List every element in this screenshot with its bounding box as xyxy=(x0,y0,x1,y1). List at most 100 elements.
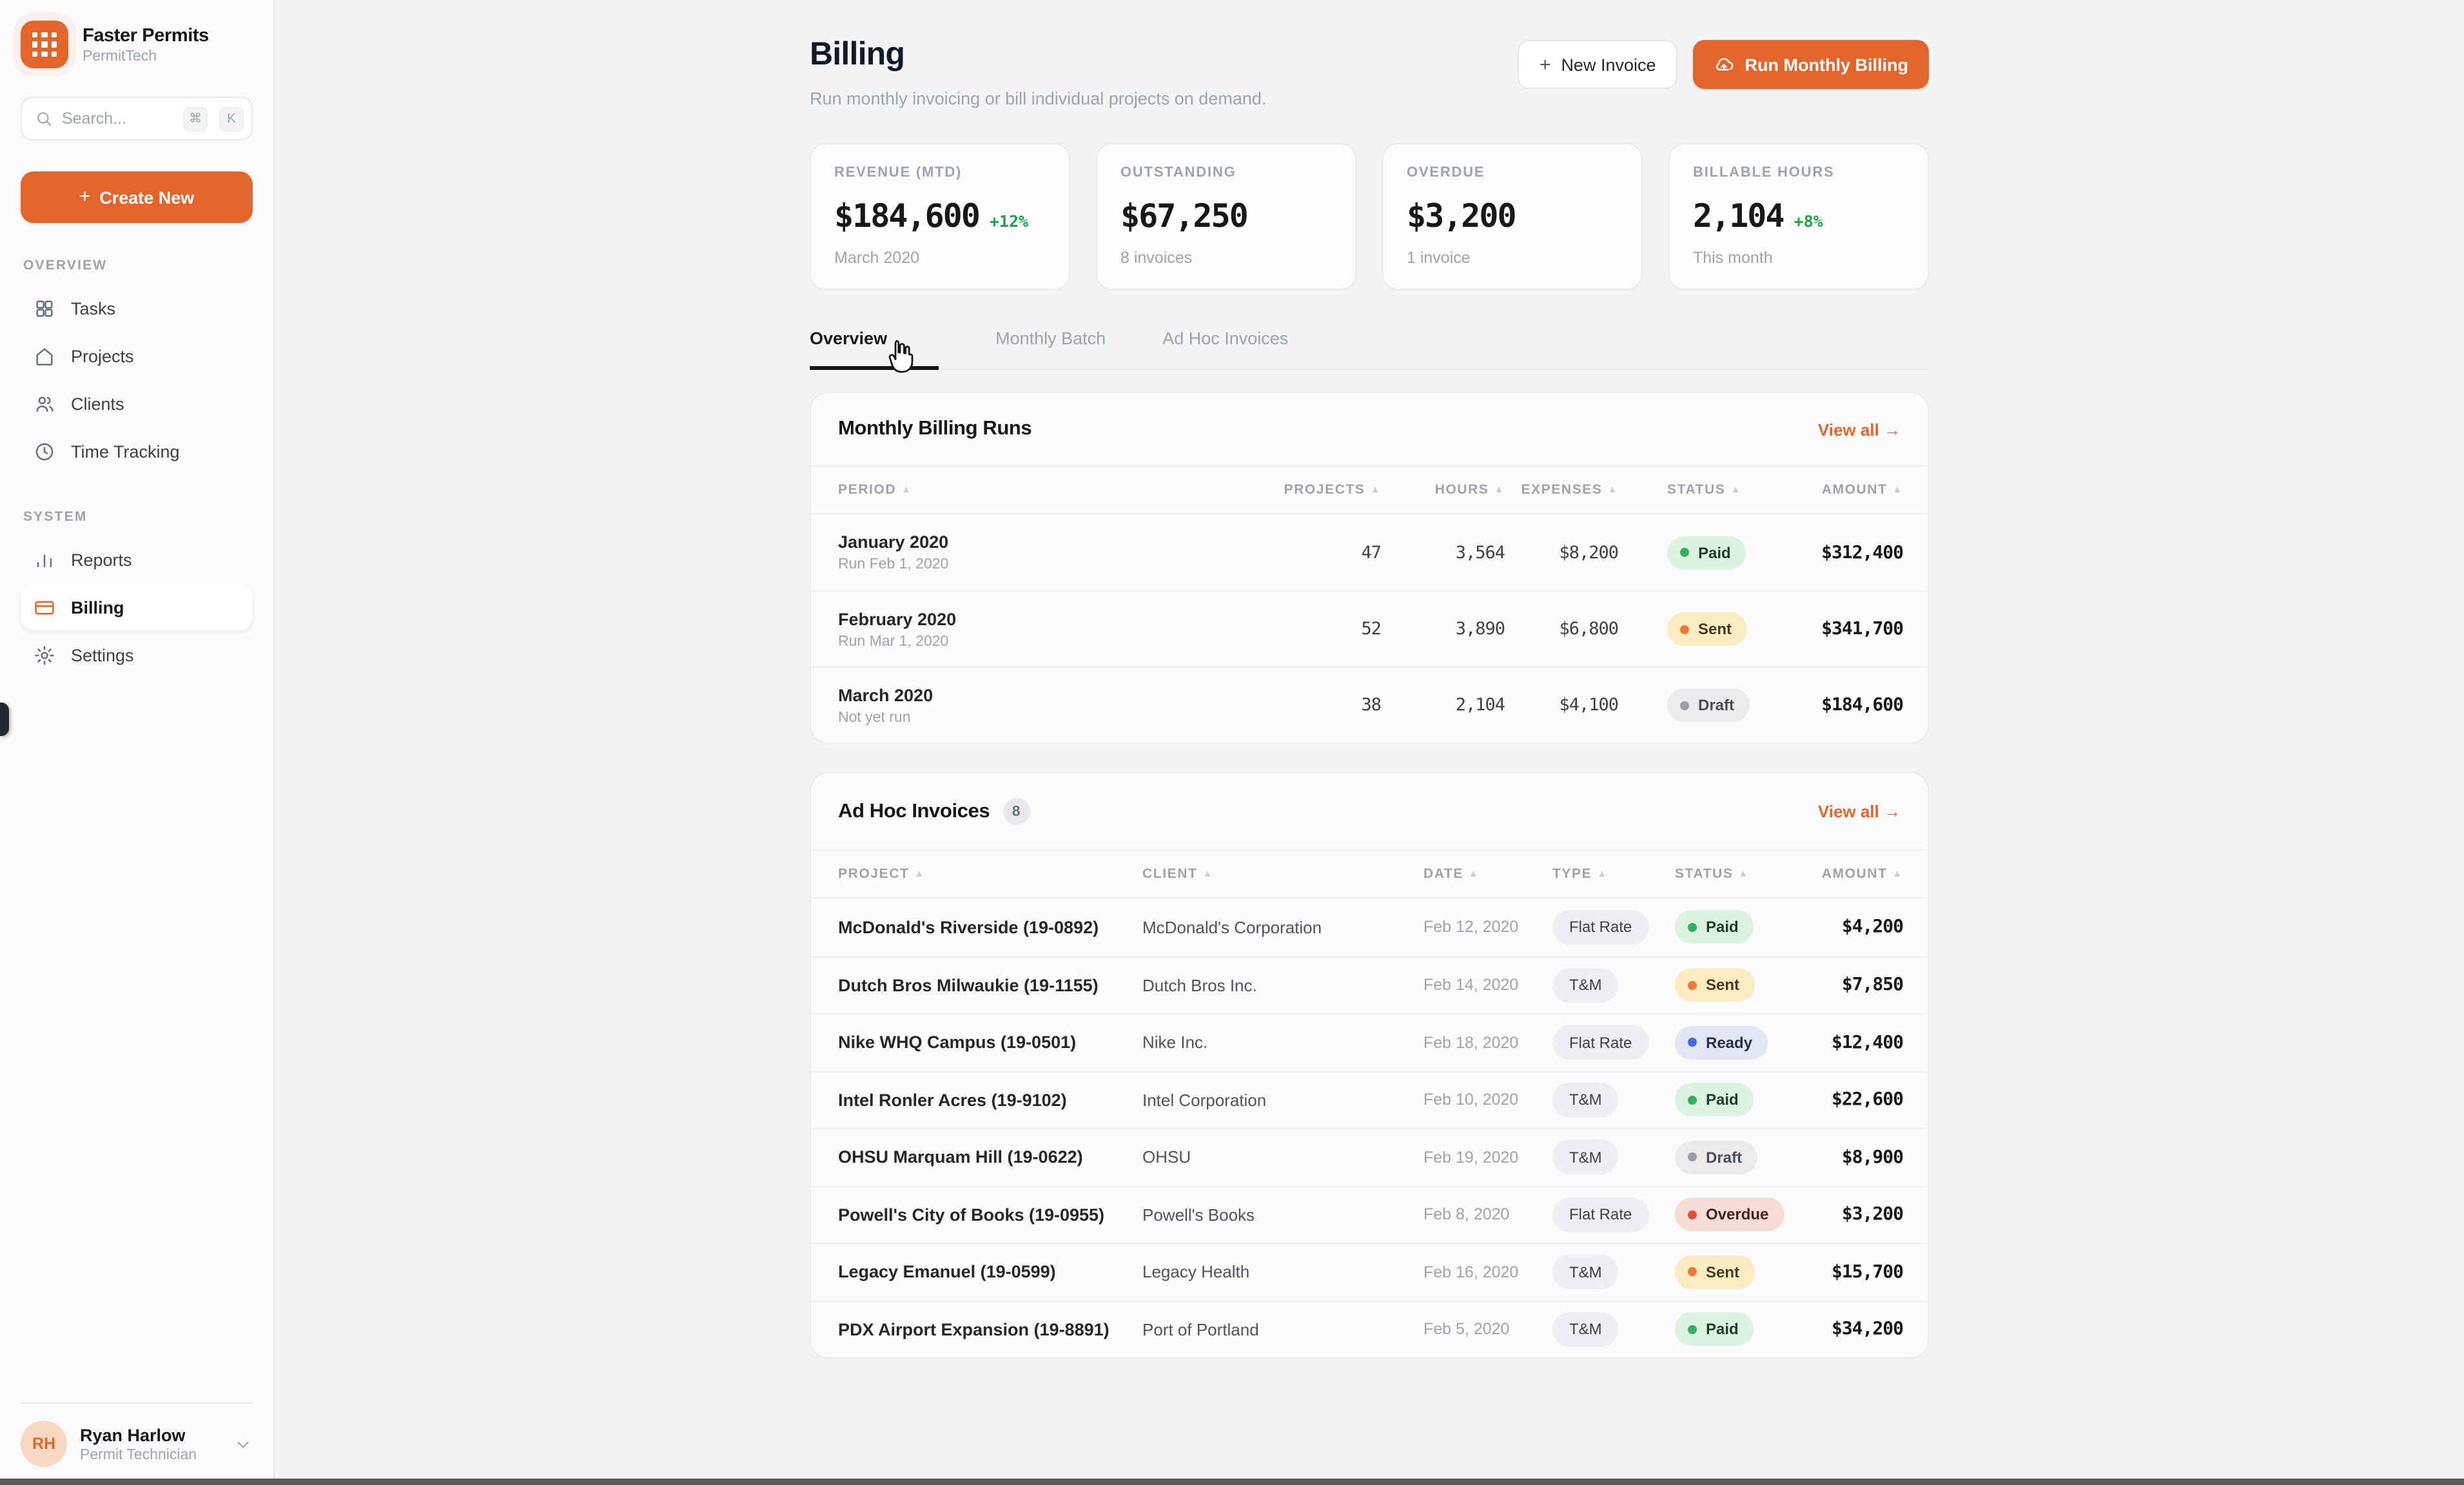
view-all-link[interactable]: View all → xyxy=(1817,420,1901,439)
grid-icon xyxy=(34,297,55,319)
expenses-cell: $6,800 xyxy=(1559,619,1619,639)
monthly-run-row[interactable]: February 2020 Run Mar 1, 2020 52 3,890 $6,80… xyxy=(811,590,1928,666)
sort-icon: ▲ xyxy=(1202,868,1213,879)
user-menu[interactable]: RH Ryan Harlow Permit Technician xyxy=(21,1402,253,1467)
sidebar-item-label: Settings xyxy=(71,645,134,665)
column-header-client[interactable]: CLIENT ▲ xyxy=(1142,866,1423,882)
adhoc-invoice-row[interactable]: Dutch Bros Milwaukie (19-1155) Dutch Bros… xyxy=(811,956,1928,1013)
adhoc-invoice-row[interactable]: Powell's City of Books (19-0955) Powell's… xyxy=(811,1185,1928,1243)
amount-cell: $312,400 xyxy=(1821,542,1904,563)
period-subtext: Run Mar 1, 2020 xyxy=(838,634,949,649)
column-header-type[interactable]: TYPE ▲ xyxy=(1552,866,1675,882)
run-monthly-billing-button[interactable]: Run Monthly Billing xyxy=(1693,40,1929,89)
sort-icon: ▲ xyxy=(1469,868,1480,879)
type-cell: T&M xyxy=(1552,1312,1675,1347)
adhoc-invoice-row[interactable]: OHSU Marquam Hill (19-0622) OHSU Feb 19, 2… xyxy=(811,1128,1928,1185)
column-header-projects[interactable]: PROJECTS ▲ xyxy=(1189,482,1381,498)
date-cell: Feb 16, 2020 xyxy=(1423,1263,1519,1281)
adhoc-invoice-row[interactable]: McDonald's Riverside (19-0892) McDonald's… xyxy=(811,898,1928,956)
amount-cell: $22,600 xyxy=(1831,1089,1904,1111)
stat-delta: +8% xyxy=(1794,211,1823,231)
create-new-label: Create New xyxy=(99,188,195,207)
column-header-amount[interactable]: AMOUNT ▲ xyxy=(1773,482,1903,498)
adhoc-invoice-row[interactable]: Legacy Emanuel (19-0599) Legacy Health Feb… xyxy=(811,1243,1928,1300)
column-header-status[interactable]: STATUS ▲ xyxy=(1618,482,1773,498)
column-header-date[interactable]: DATE ▲ xyxy=(1423,866,1552,882)
status-cell: Paid xyxy=(1675,1312,1819,1346)
search-box[interactable]: ⌘ K xyxy=(21,97,253,141)
monthly-run-row[interactable]: March 2020 Not yet run 38 2,104 $4,100 Draft $… xyxy=(811,666,1928,742)
clock-icon xyxy=(34,440,55,462)
sidebar-item-tasks[interactable]: Tasks xyxy=(21,285,253,331)
amount-cell: $15,700 xyxy=(1831,1261,1904,1283)
adhoc-invoice-row[interactable]: Nike WHQ Campus (19-0501) Nike Inc. Feb 18… xyxy=(811,1013,1928,1071)
tab-overview[interactable]: Overview xyxy=(810,329,939,370)
status-dot-icon xyxy=(1688,980,1697,990)
sidebar-item-settings[interactable]: Settings xyxy=(21,632,253,678)
column-header-expenses[interactable]: EXPENSES ▲ xyxy=(1505,482,1618,498)
section-title: Ad Hoc Invoices xyxy=(838,800,990,822)
period-cell: March 2020 Not yet run xyxy=(838,685,1189,725)
sort-icon: ▲ xyxy=(1607,483,1618,495)
stat-subtext: This month xyxy=(1693,249,1773,267)
status-cell: Sent xyxy=(1618,612,1773,646)
status-label: Paid xyxy=(1706,1091,1739,1109)
status-cell: Draft xyxy=(1675,1140,1819,1174)
amount-cell: $8,900 xyxy=(1841,1147,1904,1168)
type-cell: T&M xyxy=(1552,967,1675,1003)
sidebar-item-reports[interactable]: Reports xyxy=(21,536,253,583)
type-pill: T&M xyxy=(1552,1082,1619,1118)
sort-icon: ▲ xyxy=(901,483,912,495)
tab-monthly-batch[interactable]: Monthly Batch xyxy=(995,329,1106,348)
nav-section-label: OVERVIEW xyxy=(23,258,108,273)
sort-icon: ▲ xyxy=(1730,483,1741,495)
column-header-hours[interactable]: HOURS ▲ xyxy=(1381,482,1505,498)
hours-cell: 2,104 xyxy=(1455,695,1505,715)
client-cell: McDonald's Corporation xyxy=(1142,917,1322,937)
monthly-table-body: January 2020 Run Feb 1, 2020 47 3,564 $8,200… xyxy=(811,514,1928,742)
search-input[interactable] xyxy=(62,110,171,128)
status-badge: Draft xyxy=(1667,688,1750,722)
plus-icon: + xyxy=(1539,53,1551,75)
kbd-cmd: ⌘ xyxy=(183,106,208,131)
stat-label: OVERDUE xyxy=(1407,165,1485,180)
adhoc-invoice-row[interactable]: Intel Ronler Acres (19-9102) Intel Corpor… xyxy=(811,1071,1928,1128)
tab-ad-hoc-invoices[interactable]: Ad Hoc Invoices xyxy=(1162,329,1289,348)
kbd-k: K xyxy=(219,106,244,131)
status-badge: Paid xyxy=(1675,1083,1754,1117)
project-cell: Dutch Bros Milwaukie (19-1155) xyxy=(838,975,1099,995)
column-header-period[interactable]: PERIOD ▲ xyxy=(838,482,1189,498)
view-all-link[interactable]: View all → xyxy=(1817,802,1901,821)
user-role: Permit Technician xyxy=(80,1447,197,1462)
sidebar-item-time-tracking[interactable]: Time Tracking xyxy=(21,428,253,474)
stat-card-outstanding: OUTSTANDING $67,250 8 invoices xyxy=(1096,143,1356,290)
status-dot-icon xyxy=(1688,922,1697,932)
column-header-status[interactable]: STATUS ▲ xyxy=(1675,866,1819,882)
sort-icon: ▲ xyxy=(914,868,925,879)
date-cell: Feb 19, 2020 xyxy=(1423,1148,1519,1167)
column-header-amount[interactable]: AMOUNT ▲ xyxy=(1819,866,1903,882)
create-new-button[interactable]: + Create New xyxy=(21,171,253,223)
stat-value: $67,250 xyxy=(1120,197,1249,235)
monthly-table-header: PERIOD ▲ PROJECTS ▲ HOURS ▲ EXPENSES ▲ STATUS ▲ AM… xyxy=(811,467,1928,514)
chevron-down-icon[interactable] xyxy=(233,1434,253,1453)
adhoc-invoice-row[interactable]: PDX Airport Expansion (19-8891) Port of P… xyxy=(811,1300,1928,1357)
users-icon xyxy=(34,393,55,414)
sidebar-item-clients[interactable]: Clients xyxy=(21,380,253,427)
monthly-run-row[interactable]: January 2020 Run Feb 1, 2020 47 3,564 $8,200… xyxy=(811,514,1928,590)
new-invoice-button[interactable]: + New Invoice xyxy=(1517,40,1678,89)
type-cell: Flat Rate xyxy=(1552,909,1675,945)
status-label: Paid xyxy=(1706,1320,1739,1339)
tabs: Overview Monthly Batch Ad Hoc Invoices xyxy=(810,329,1929,373)
column-header-project[interactable]: PROJECT ▲ xyxy=(838,866,1142,882)
status-label: Sent xyxy=(1698,620,1732,638)
adhoc-table-body: McDonald's Riverside (19-0892) McDonald's… xyxy=(811,898,1928,1357)
sidebar-item-projects[interactable]: Projects xyxy=(21,333,253,379)
stat-delta: +12% xyxy=(989,211,1029,231)
amount-cell: $4,200 xyxy=(1841,917,1904,938)
type-cell: Flat Rate xyxy=(1552,1025,1675,1060)
project-cell: PDX Airport Expansion (19-8891) xyxy=(838,1319,1110,1339)
sidebar-item-billing[interactable]: Billing xyxy=(21,584,253,630)
sort-icon: ▲ xyxy=(1494,483,1505,495)
